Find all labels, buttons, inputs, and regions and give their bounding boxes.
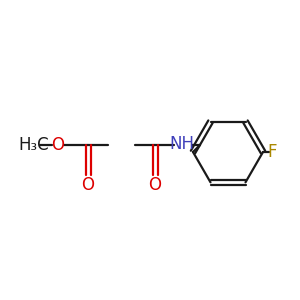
Text: O: O: [82, 176, 94, 194]
Text: NH: NH: [169, 135, 194, 153]
Text: F: F: [267, 143, 277, 161]
Text: O: O: [148, 176, 161, 194]
Text: H₃C: H₃C: [18, 136, 49, 154]
Text: O: O: [52, 136, 64, 154]
